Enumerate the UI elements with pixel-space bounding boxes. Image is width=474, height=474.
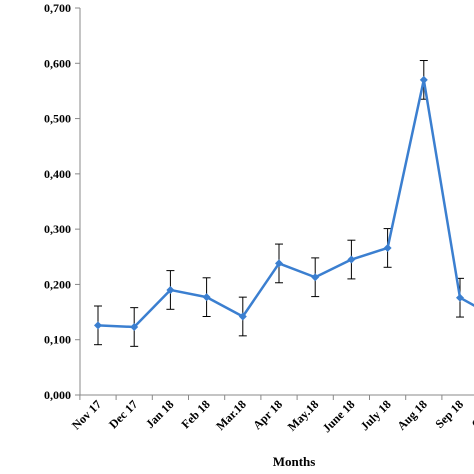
- y-tick-labels: 0,000 0,100 0,200 0,300 0,400 0,500 0,600 0,700: [44, 1, 71, 402]
- x-tick-label: May.18: [285, 397, 322, 434]
- y-tick-label: 0,400: [44, 167, 71, 181]
- x-tick-labels: Nov 17 Dec 17 Jan 18 Feb 18 Mar.18 Apr 18 May.…: [69, 397, 474, 435]
- y-tick-label: 0,300: [44, 222, 71, 236]
- data-point: [311, 273, 320, 282]
- y-tick-label: 0,700: [44, 1, 71, 15]
- x-tick-label: Apr 18: [250, 397, 285, 432]
- data-point: [202, 293, 211, 302]
- axes: [75, 7, 474, 400]
- data-point: [238, 312, 247, 321]
- x-tick-label: Dec 17: [106, 397, 140, 431]
- data-series: [94, 75, 474, 331]
- data-point: [347, 255, 356, 264]
- data-point: [383, 243, 392, 252]
- data-point: [94, 321, 102, 330]
- x-tick-label: July 18: [358, 397, 394, 433]
- series-line: [97, 78, 474, 329]
- x-tick-label: Oct 18: [469, 397, 474, 431]
- x-tick-label: June 18: [320, 397, 358, 435]
- y-tick-label: 0,100: [44, 333, 71, 347]
- x-tick-label: Jan 18: [143, 397, 177, 431]
- y-tick-label: 0,500: [44, 112, 71, 126]
- x-tick-label: Mar.18: [213, 397, 249, 433]
- y-tick-label: 0,000: [44, 388, 71, 402]
- x-tick-label: Feb 18: [179, 397, 213, 431]
- x-tick-label: Sep 18: [432, 397, 466, 431]
- y-tick-label: 0,600: [44, 56, 71, 70]
- error-bars: [94, 60, 464, 347]
- x-tick-label: Aug 18: [394, 397, 430, 433]
- x-axis-label: Months: [273, 454, 316, 469]
- data-point: [456, 293, 464, 302]
- data-point: [166, 285, 175, 294]
- data-point: [130, 322, 139, 331]
- x-tick-label: Nov 17: [69, 397, 104, 432]
- data-point: [419, 75, 428, 84]
- data-point: [275, 259, 283, 268]
- y-tick-label: 0,200: [44, 277, 71, 291]
